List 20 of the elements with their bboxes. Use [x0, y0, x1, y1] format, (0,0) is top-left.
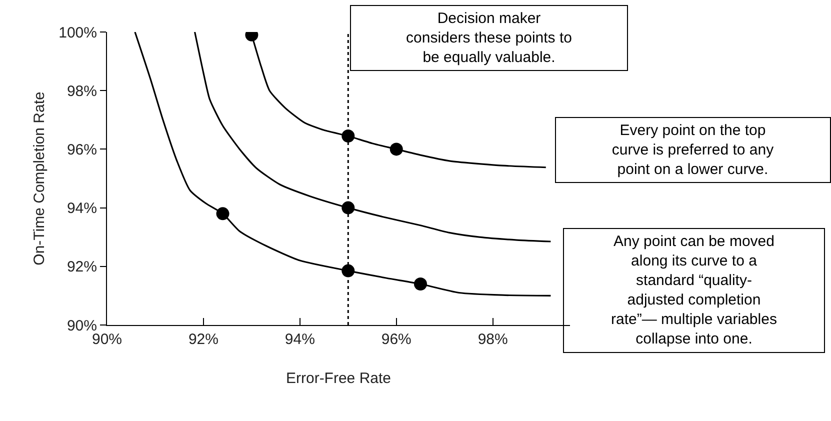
point [342, 201, 355, 214]
point [216, 207, 230, 220]
x-tick-label: 96% [381, 331, 412, 348]
text: Any point can be moved along its curve to a standard “quality- adjusted completion rate”— multiple variables collapse into one. [611, 233, 777, 348]
point [390, 142, 403, 156]
y-tick-label: 96% [66, 141, 97, 158]
point [414, 277, 427, 290]
point [342, 264, 355, 278]
y-axis-title: On-Time Completion Rate [30, 92, 48, 266]
y-tick-label: 94% [66, 200, 97, 218]
annotation: Decision maker considers these points to be equally valuable. [406, 10, 572, 66]
x-axis-title: Error-Free Rate [286, 370, 392, 387]
x-tick-label: 94% [284, 331, 315, 348]
y-tick-label: 98% [66, 82, 97, 100]
y-tick-label: 100% [58, 24, 97, 42]
x-tick-label: 92% [188, 331, 218, 348]
point [342, 130, 355, 143]
y-tick-label: 92% [66, 258, 97, 276]
x-tick-label: 98% [478, 331, 508, 348]
text: Every point on the top curve is preferred to any point on a lower curve. [612, 122, 774, 178]
